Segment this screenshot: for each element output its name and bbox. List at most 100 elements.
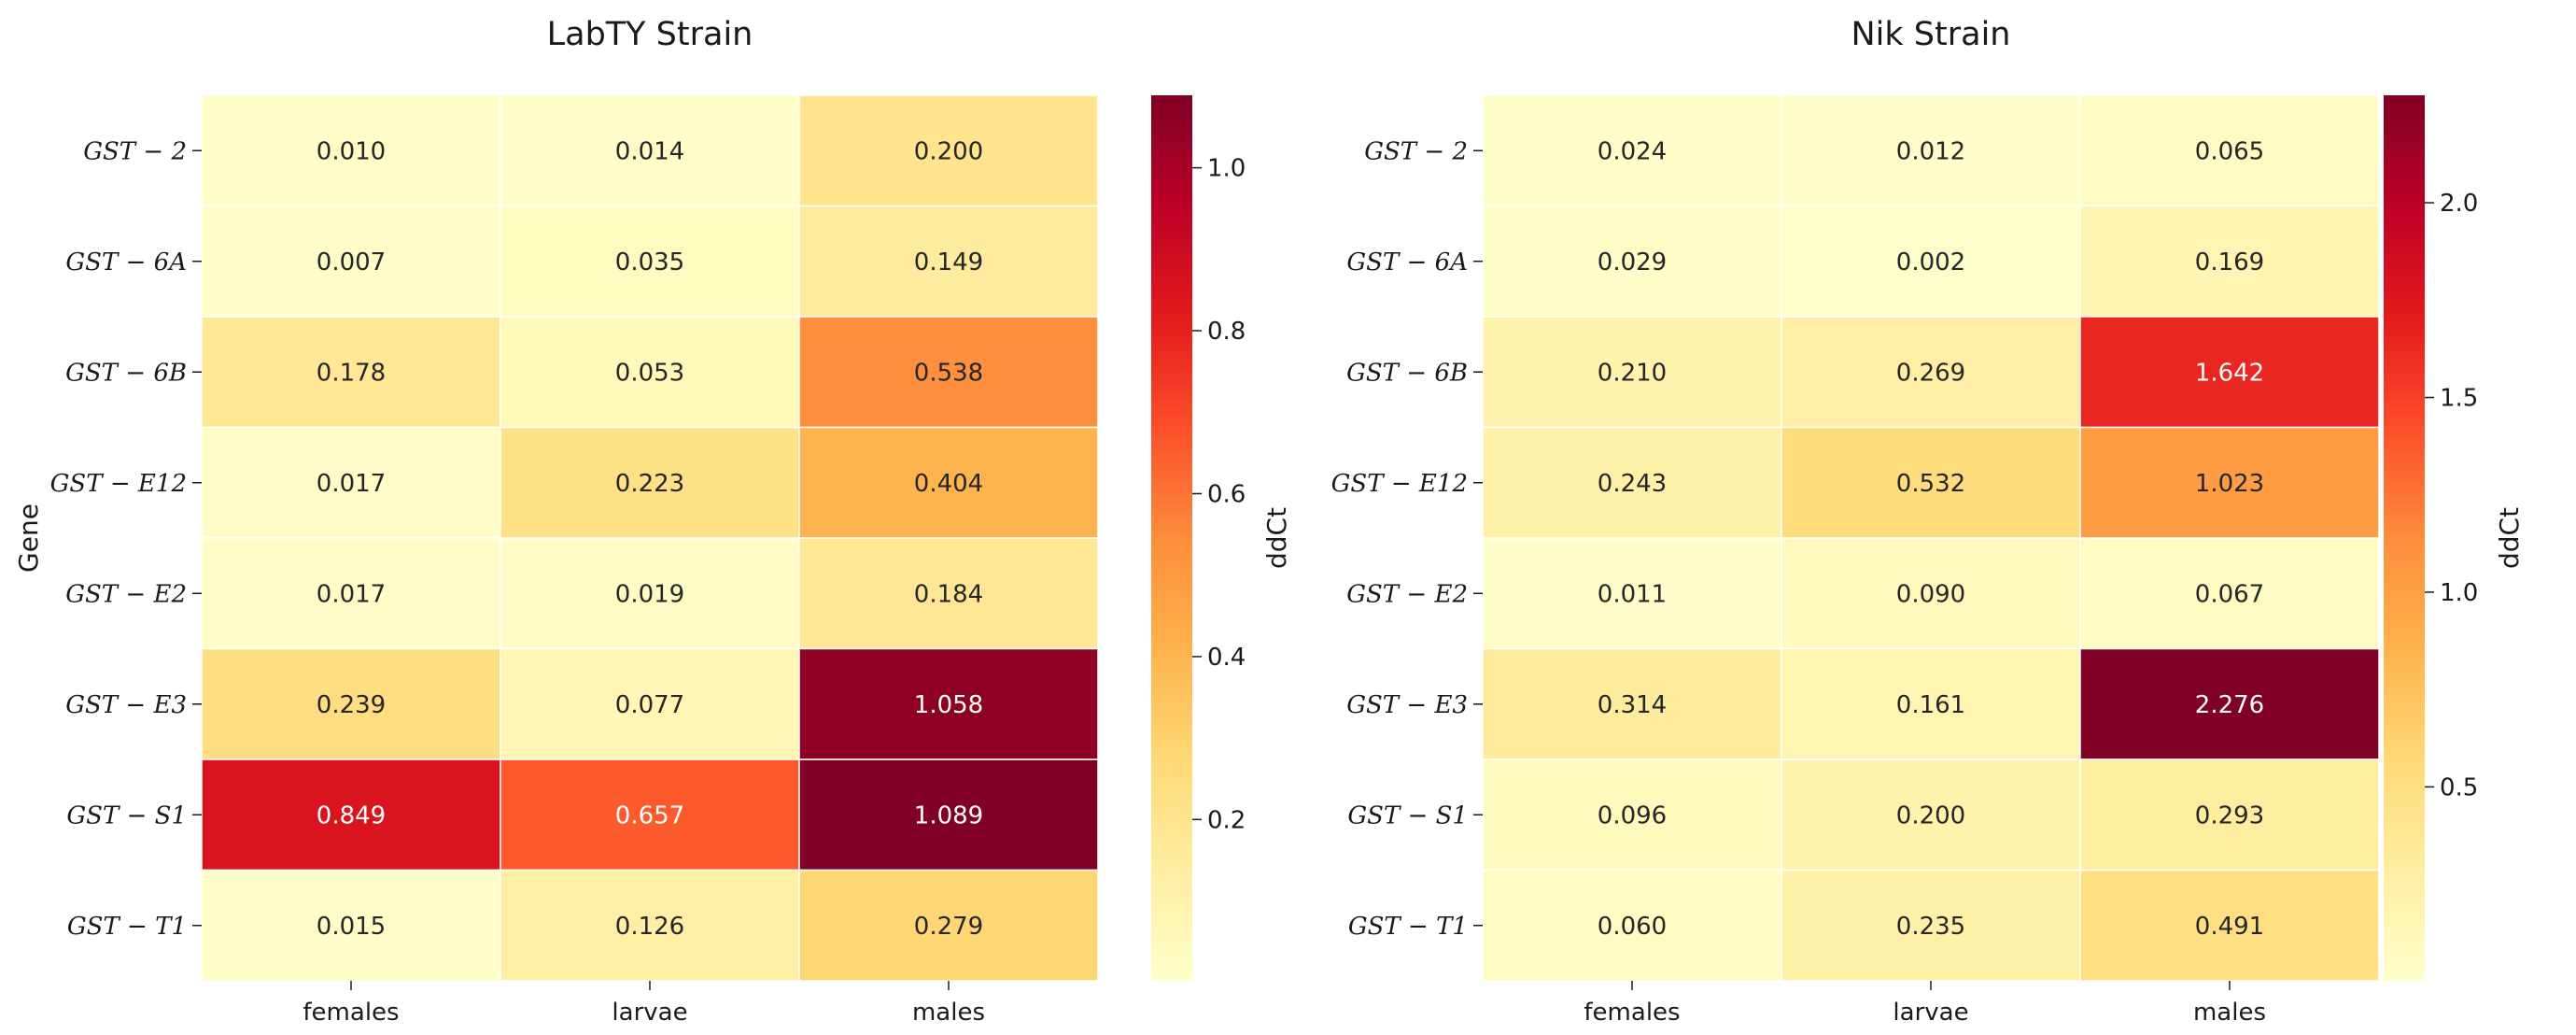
nik-cell-label: 0.012 (1896, 137, 1965, 165)
labty-cell-6a-males (798, 205, 1099, 318)
labty-cell-label: 0.053 (615, 359, 684, 387)
labty-colorbar (1151, 95, 1192, 981)
labty-cell-t1-females (201, 869, 501, 982)
nik-cell-label: 0.029 (1598, 248, 1667, 276)
labty-cell-e2-males (798, 537, 1099, 650)
labty-cell-label: 0.007 (317, 248, 386, 276)
labty-colorbar-label: ddCt (1261, 507, 1292, 569)
labty-cell-label: 0.404 (914, 470, 983, 498)
labty-cell-6b-larvae (500, 316, 800, 429)
nik-cell-label: 0.532 (1896, 470, 1965, 498)
nik-cell-t1-males (2079, 869, 2380, 982)
labty-cell-s1-males (798, 759, 1099, 872)
nik-cell-e3-larvae (1781, 647, 2081, 760)
labty-y-axis-label: Gene (13, 503, 44, 573)
nik-row-label-t1: GST − T1 (1348, 913, 1468, 941)
labty-row-label-e2: GST − E2 (65, 580, 187, 608)
nik-colorbar (2384, 95, 2425, 981)
nik-cell-6a-females (1482, 205, 1782, 318)
labty-cell-e2-larvae (500, 537, 800, 650)
labty-cell-e2-females (201, 537, 501, 650)
labty-cell-s1-larvae (500, 759, 800, 872)
nik-cell-6b-females (1482, 316, 1782, 429)
nik-cell-label: 2.276 (2195, 691, 2264, 719)
nik-cell-label: 0.067 (2195, 580, 2264, 608)
labty-col-label-females: females (303, 999, 399, 1027)
nik-cell-s1-females (1482, 759, 1782, 872)
nik-cell-label: 0.060 (1598, 913, 1667, 941)
nik-chart-title: Nik Strain (1851, 16, 2011, 53)
nik-cell-t1-larvae (1781, 869, 2081, 982)
nik-colorbar-tick-label: 2.0 (2440, 190, 2478, 218)
nik-cell-label: 0.065 (2195, 137, 2264, 165)
labty-cell-label: 1.089 (914, 801, 983, 829)
labty-cell-t1-larvae (500, 869, 800, 982)
nik-cell-label: 0.096 (1598, 801, 1667, 829)
labty-cell-e3-larvae (500, 647, 800, 760)
nik-cell-6b-larvae (1781, 316, 2081, 429)
nik-cell-label: 0.169 (2195, 248, 2264, 276)
nik-cell-label: 0.002 (1896, 248, 1965, 276)
nik-cell-2-males (2079, 94, 2380, 207)
nik-row-label-e12: GST − E12 (1331, 470, 1468, 498)
labty-colorbar-tick-label: 1.0 (1207, 155, 1246, 183)
nik-col-label-females: females (1584, 999, 1680, 1027)
nik-row-label-6b: GST − 6B (1346, 359, 1468, 387)
labty-cell-label: 0.149 (914, 248, 983, 276)
nik-row-label-6a: GST − 6A (1346, 248, 1468, 276)
labty-cell-label: 0.017 (317, 580, 386, 608)
labty-cell-e12-females (201, 426, 501, 539)
nik-cell-label: 0.269 (1896, 359, 1965, 387)
nik-cell-s1-males (2079, 759, 2380, 872)
labty-cell-6a-females (201, 205, 501, 318)
labty-cell-2-larvae (500, 94, 800, 207)
labty-cell-label: 0.077 (615, 691, 684, 719)
nik-cell-s1-larvae (1781, 759, 2081, 872)
nik-cell-label: 0.161 (1896, 691, 1965, 719)
labty-row-label-6a: GST − 6A (65, 248, 187, 276)
nik-cell-label: 0.243 (1598, 470, 1667, 498)
labty-cell-label: 0.019 (615, 580, 684, 608)
labty-row-label-s1: GST − S1 (66, 801, 187, 829)
nik-cell-e12-males (2079, 426, 2380, 539)
labty-cell-label: 0.657 (615, 801, 684, 829)
labty-cell-label: 0.184 (914, 580, 983, 608)
labty-colorbar-tick-label: 0.2 (1207, 806, 1246, 834)
labty-colorbar-tick-label: 0.8 (1207, 318, 1246, 346)
nik-colorbar-tick-label: 1.0 (2440, 579, 2478, 607)
nik-cell-e3-females (1482, 647, 1782, 760)
labty-cell-label: 0.200 (914, 137, 983, 165)
labty-row-label-e12: GST − E12 (50, 470, 187, 498)
nik-colorbar-tick-label: 0.5 (2440, 773, 2478, 801)
nik-row-label-e3: GST − E3 (1346, 691, 1468, 719)
nik-cell-label: 1.023 (2195, 470, 2264, 498)
nik-cell-label: 0.314 (1598, 691, 1667, 719)
nik-cell-2-larvae (1781, 94, 2081, 207)
nik-col-label-larvae: larvae (1893, 999, 1968, 1027)
nik-cell-t1-females (1482, 869, 1782, 982)
nik-colorbar-tick-label: 1.5 (2440, 385, 2478, 413)
labty-cell-s1-females (201, 759, 501, 872)
nik-cell-label: 0.011 (1598, 580, 1667, 608)
nik-cell-label: 1.642 (2195, 359, 2264, 387)
nik-colorbar-label: ddCt (2494, 507, 2525, 569)
labty-cell-label: 0.223 (615, 470, 684, 498)
labty-cell-label: 0.538 (914, 359, 983, 387)
nik-cell-e3-males (2079, 647, 2380, 760)
nik-row-label-s1: GST − S1 (1347, 801, 1468, 829)
labty-cell-label: 0.178 (317, 359, 386, 387)
labty-col-label-larvae: larvae (612, 999, 687, 1027)
nik-cell-e12-larvae (1781, 426, 2081, 539)
nik-cell-6a-males (2079, 205, 2380, 318)
nik-cell-label: 0.235 (1896, 913, 1965, 941)
nik-cell-e2-males (2079, 537, 2380, 650)
labty-row-label-t1: GST − T1 (67, 913, 187, 941)
labty-cell-label: 0.010 (317, 137, 386, 165)
nik-cell-label: 0.210 (1598, 359, 1667, 387)
labty-cell-label: 0.035 (615, 248, 684, 276)
labty-row-label-e3: GST − E3 (65, 691, 187, 719)
nik-cell-label: 0.200 (1896, 801, 1965, 829)
nik-cell-label: 0.491 (2195, 913, 2264, 941)
labty-cell-label: 0.017 (317, 470, 386, 498)
